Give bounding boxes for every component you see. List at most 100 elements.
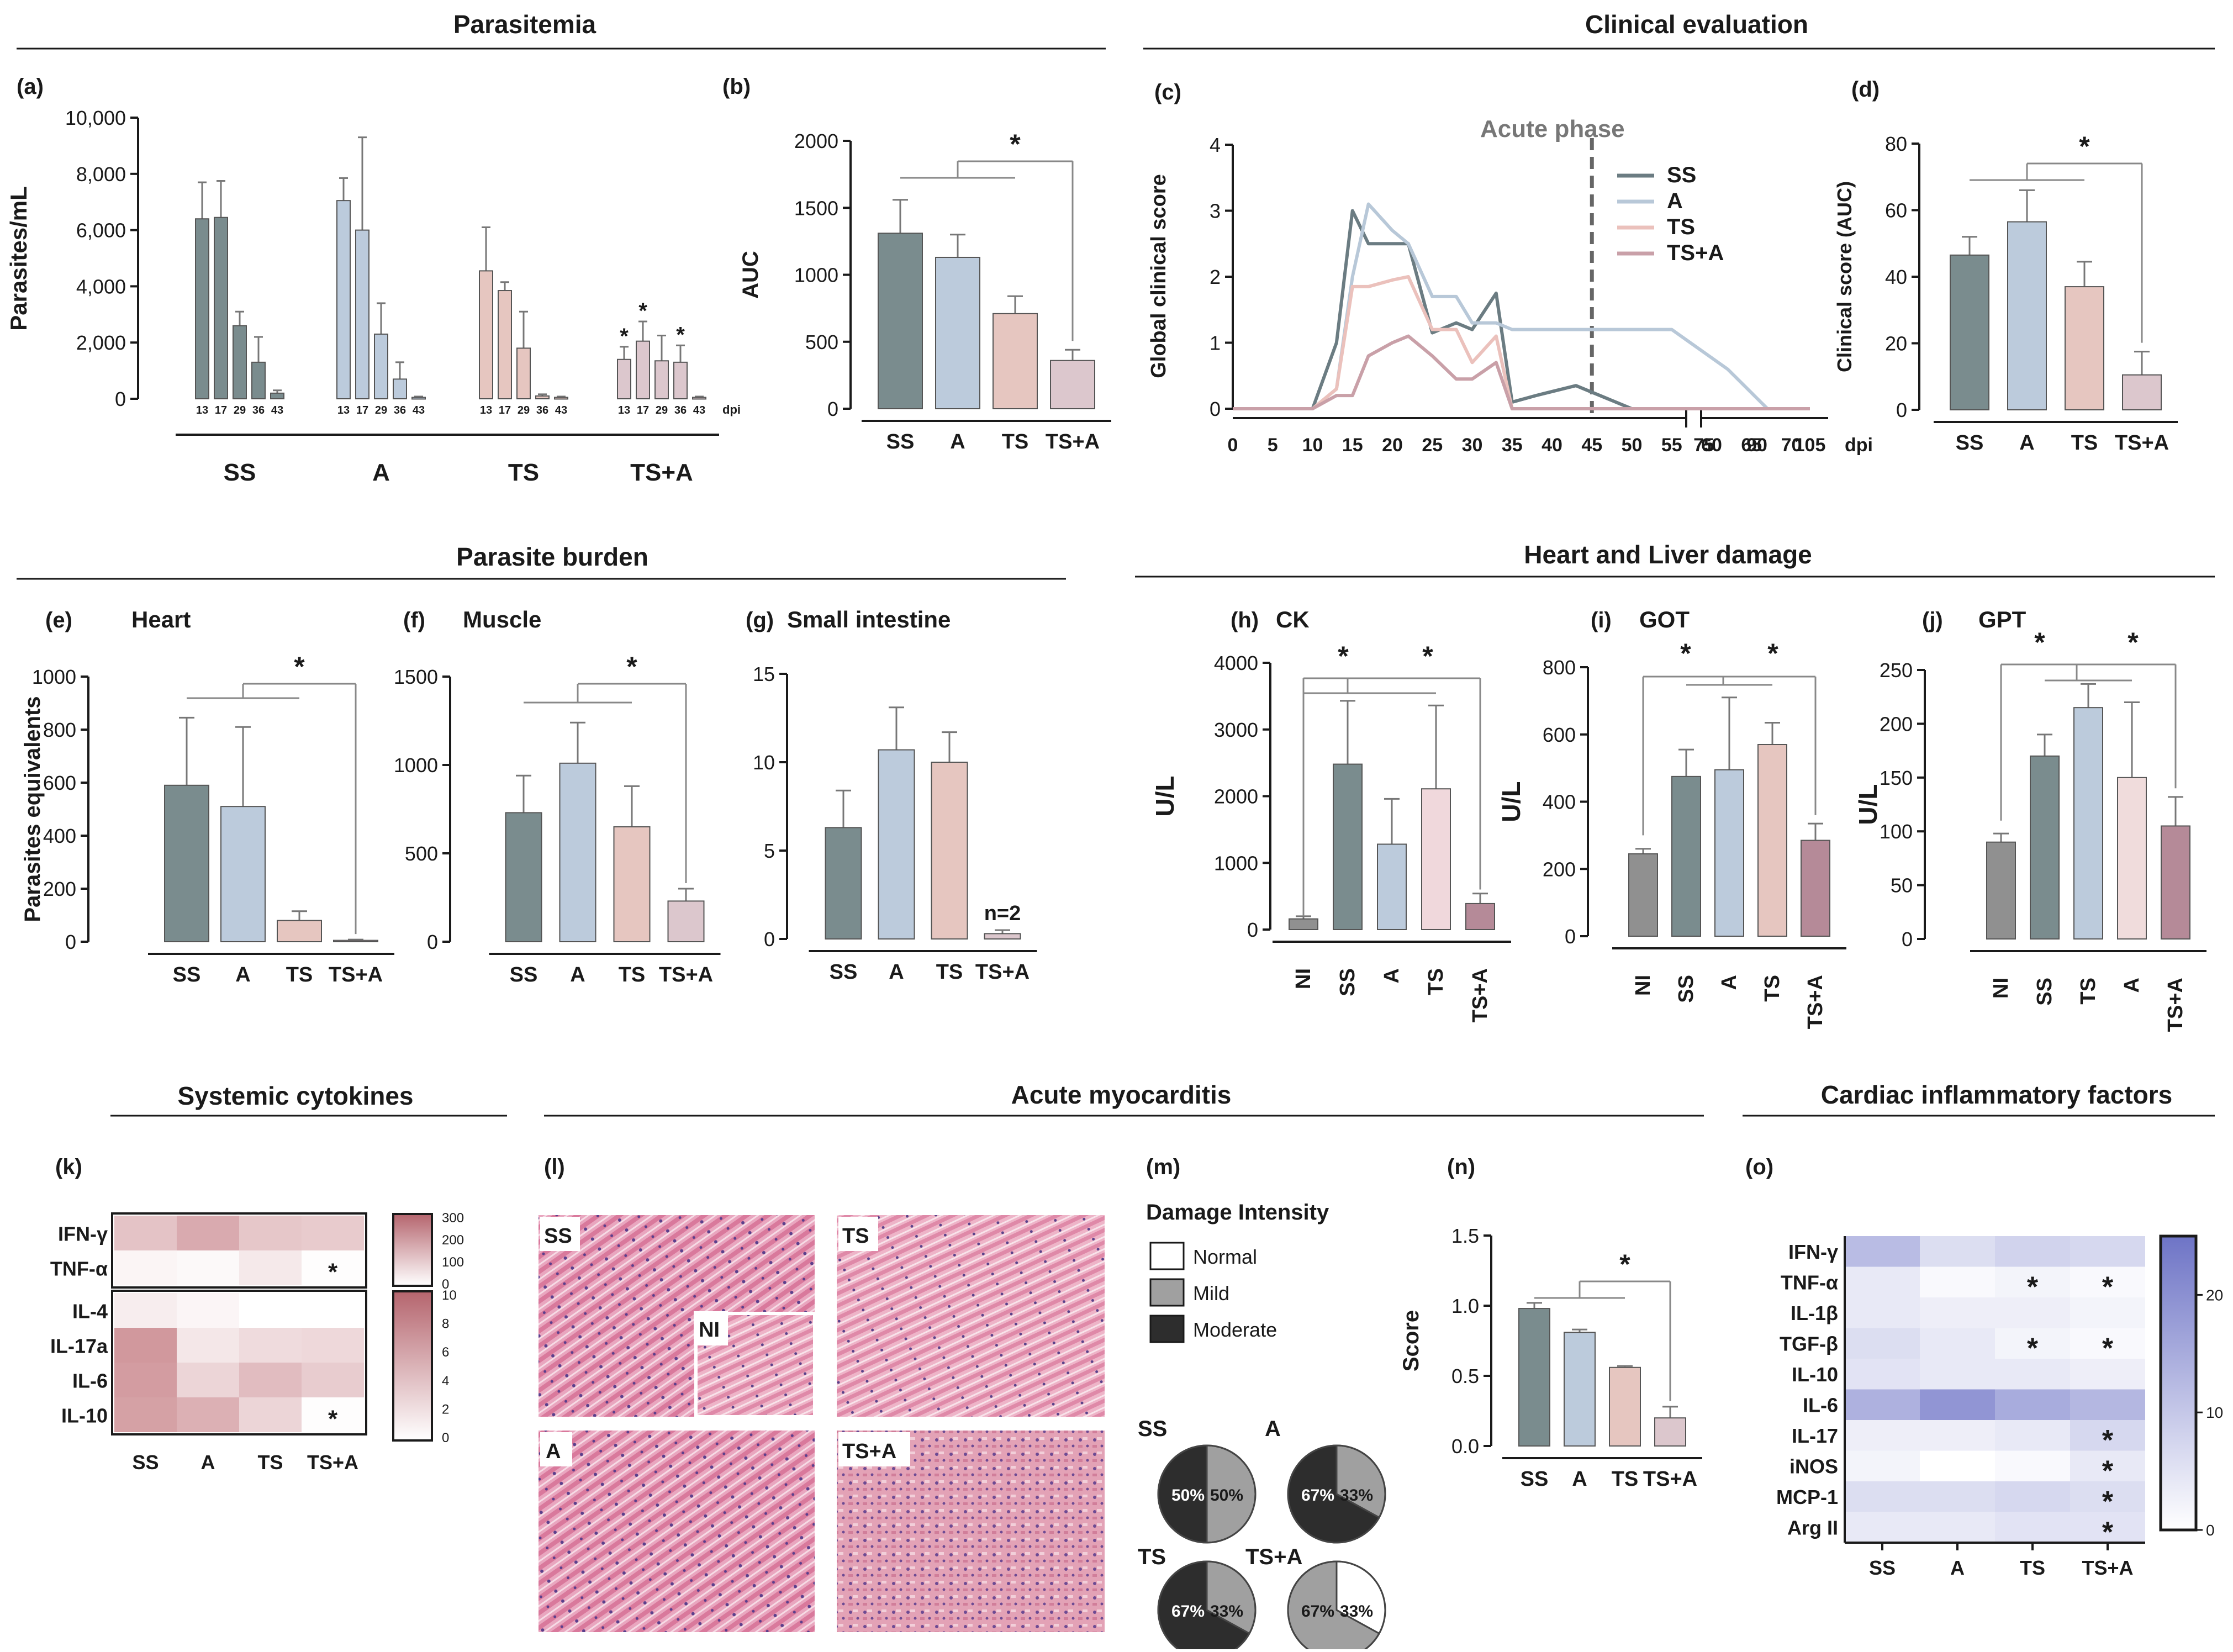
bar-ss — [825, 827, 862, 940]
x-tick-label: SS — [1521, 1468, 1549, 1491]
heatmap-cell — [239, 1293, 302, 1328]
dpi-tick-label: 29 — [656, 404, 668, 416]
y-tick-label: 0.5 — [1451, 1365, 1479, 1387]
y-tick-label: 0 — [827, 398, 838, 420]
x-tick-label: TS — [286, 963, 313, 986]
pie-title: A — [1265, 1417, 1281, 1441]
bar-ts-plus-a — [1801, 840, 1830, 937]
bar-ss-dpi-13 — [195, 218, 209, 399]
bar-ts — [277, 920, 322, 942]
bar-ts-plus-a — [984, 933, 1021, 940]
heatmap-cell — [239, 1216, 302, 1250]
chart-clinical-score-line: 0 1 2 3 4 Global clinical score 0 5 10 15 20 25 30 35… — [1147, 115, 1873, 456]
x-tick-label: 65 — [1741, 435, 1762, 456]
heatmap-cell — [1995, 1420, 2070, 1451]
histology-image-ts — [837, 1215, 1105, 1417]
bar-a — [878, 749, 915, 940]
y-axis-title: Parasites/mL — [6, 186, 31, 330]
y-tick-label: 10 — [753, 751, 775, 774]
pie-value-label: 33% — [1340, 1486, 1373, 1505]
chart-clinical-score-auc: 0 20 40 60 80 Clinical score (AUC) SS A TS TS+A * — [1833, 131, 2178, 455]
significance-star: * — [1422, 641, 1433, 672]
significance-star: * — [1619, 1249, 1630, 1280]
heatmap-cell — [1920, 1481, 1995, 1512]
y-tick-label: 50 — [1891, 874, 1913, 897]
y-axis-title: Global clinical score — [1147, 174, 1170, 378]
legend-label: TS — [1667, 215, 1695, 239]
panel-label-d: (d) — [1851, 77, 1880, 102]
heatmap-cell — [1845, 1512, 1920, 1543]
color-scale-top — [392, 1213, 433, 1287]
y-tick-label: 40 — [1885, 266, 1907, 288]
scale-label: 6 — [442, 1345, 449, 1360]
y-tick-label: 2,000 — [76, 331, 126, 354]
x-axis-title: dpi — [1845, 435, 1873, 456]
heatmap-cell — [1995, 1481, 2070, 1512]
panel-label-m: (m) — [1146, 1155, 1180, 1179]
section-title-systemic: Systemic cytokines — [177, 1081, 413, 1110]
y-tick-label: 600 — [1543, 724, 1576, 746]
significance-star: * — [2027, 1271, 2039, 1303]
heatmap-cell — [2070, 1266, 2145, 1298]
bar-ni — [1628, 853, 1658, 937]
heatmap-cell — [1845, 1481, 1920, 1512]
bar-ts-plus-a — [1654, 1417, 1686, 1447]
row-label: IL-6 — [1803, 1394, 1838, 1416]
column-label: A — [1950, 1556, 1965, 1579]
heatmap-cell — [114, 1293, 177, 1328]
bar-ss — [2030, 755, 2060, 940]
chart-intestine-burden: 0 5 10 15 Small intestine SS A TS TS+A n=2 — [753, 606, 1037, 984]
heatmap-cell — [2070, 1328, 2145, 1359]
bar-a-dpi-29 — [374, 333, 388, 399]
dpi-tick-label: 17 — [499, 404, 511, 416]
y-tick-label: 200 — [1543, 858, 1576, 880]
x-tick-label: SS — [830, 960, 858, 984]
significance-star: * — [2079, 131, 2090, 162]
pie-value-label: 50% — [1210, 1486, 1243, 1505]
row-label: IFN-γ — [1788, 1241, 1838, 1263]
y-axis-title: U/L — [1497, 781, 1525, 822]
legend-title: Damage Intensity — [1146, 1200, 1329, 1225]
y-tick-label: 500 — [805, 331, 838, 353]
legend-label: A — [1667, 189, 1683, 213]
x-tick-label: 15 — [1342, 435, 1363, 456]
bar-a-dpi-36 — [393, 378, 407, 399]
heatmap-cell — [1995, 1389, 2070, 1421]
heatmap-cell — [1920, 1389, 1995, 1421]
pie-value-label: 33% — [1340, 1602, 1373, 1621]
panel-label-i: (i) — [1591, 608, 1612, 632]
significance-star: * — [626, 651, 637, 682]
significance-star: * — [2102, 1486, 2114, 1518]
bar-ts — [2065, 286, 2104, 411]
heatmap-cell — [1920, 1236, 1995, 1267]
y-tick-label: 250 — [1880, 659, 1913, 682]
dpi-tick-label: 13 — [618, 404, 630, 416]
y-tick-label: 0 — [1247, 919, 1258, 941]
bar-ss — [164, 784, 209, 943]
x-tick-label: TS+A — [1469, 968, 1492, 1022]
histology-label-bg-ts — [838, 1217, 878, 1251]
bar-a — [559, 762, 596, 943]
y-tick-label: 150 — [1880, 767, 1913, 789]
legend-label: TS+A — [1667, 241, 1724, 265]
heatmap-cell — [114, 1397, 177, 1432]
x-tick-label: SS — [173, 963, 201, 986]
x-tick-label: A — [235, 963, 250, 986]
legend-label: Moderate — [1193, 1318, 1277, 1341]
bar-a — [2007, 221, 2047, 410]
x-tick-label: TS — [1002, 430, 1029, 453]
scale-label: 8 — [442, 1317, 449, 1332]
series-line-ts-plus-a — [1233, 334, 1810, 410]
heatmap-cell — [1845, 1297, 1920, 1328]
heatmap-cell — [302, 1363, 364, 1397]
section-headers: Parasitemia Clinical evaluation Parasite… — [17, 10, 2215, 1117]
bar-ts — [993, 313, 1038, 410]
heatmap-cell — [1920, 1450, 1995, 1482]
y-tick-label: 15 — [753, 663, 775, 685]
row-label: IL-10 — [61, 1405, 108, 1427]
significance-star: * — [638, 299, 647, 323]
x-tick-label: 55 — [1661, 435, 1682, 456]
y-tick-label: 1000 — [1214, 852, 1258, 874]
chart-title: Small intestine — [787, 606, 951, 632]
